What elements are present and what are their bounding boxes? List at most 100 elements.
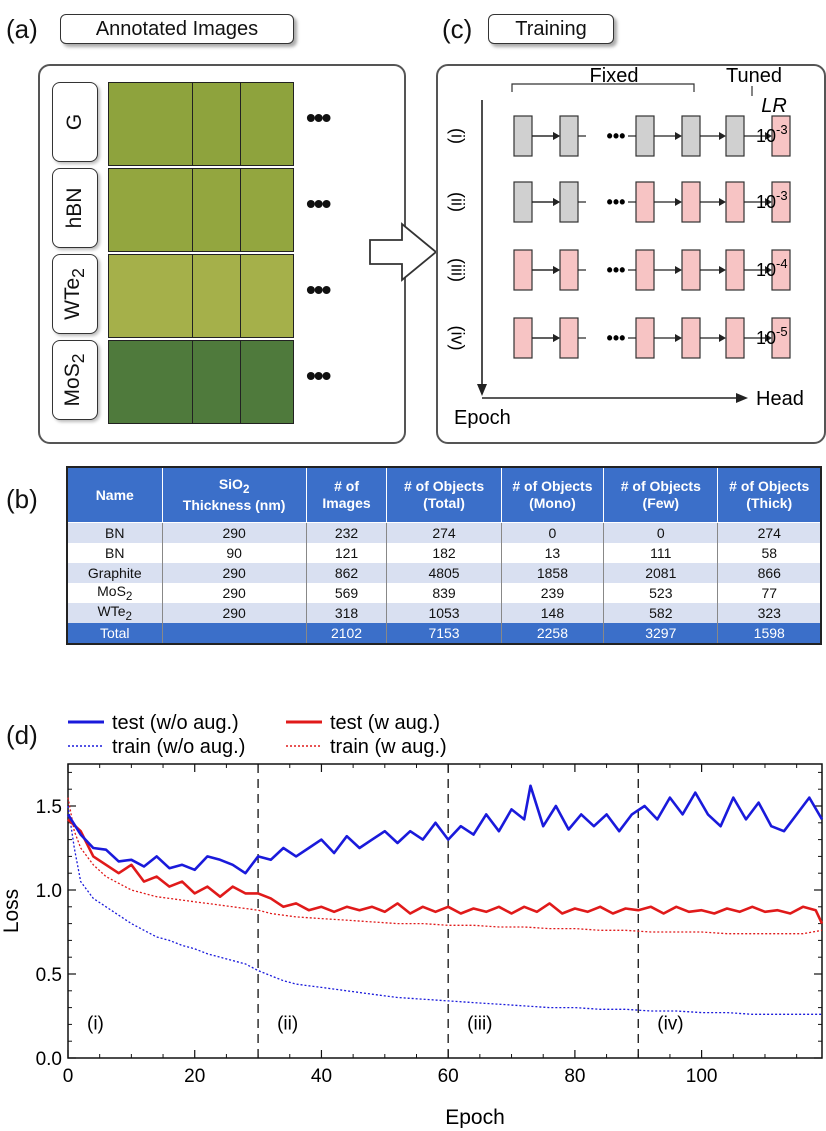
material-tag: hBN	[52, 168, 98, 248]
tuned-layer-block	[681, 249, 701, 291]
head-label: Head	[756, 388, 804, 410]
x-tick-label: 100	[686, 1066, 718, 1087]
micrograph-thumbnail[interactable]	[108, 254, 196, 338]
layer-ellipsis: •••	[607, 328, 626, 348]
tuned-layer-block	[559, 249, 579, 291]
arrowhead	[553, 334, 560, 342]
tuned-layer-block	[513, 249, 533, 291]
arrowhead	[675, 198, 682, 206]
table-row: WTe2 290 318 1053 148 582 323	[66, 603, 821, 623]
table-total-cell: 2258	[500, 623, 604, 644]
table-cell: 111	[603, 543, 718, 563]
right-arrow-icon	[369, 222, 438, 282]
arrowhead	[765, 334, 772, 342]
x-tick-label: 0	[63, 1066, 74, 1087]
fixed-layer-block	[513, 181, 533, 223]
more-images-ellipsis: •••	[306, 188, 331, 219]
material-tag: WTe2	[52, 254, 98, 334]
table-cell: 0	[500, 522, 604, 543]
table-cell: 290	[161, 603, 307, 623]
head-arrowhead	[736, 393, 748, 403]
table-header-cell: # of Objects (Mono)	[500, 466, 605, 523]
tuned-layer-block	[681, 181, 701, 223]
arrowhead	[675, 266, 682, 274]
lr-value: 10-3	[756, 188, 788, 212]
loss-chart: 0 20 40 60 80 100 0.0 0.5 1.0 1.5 (i) (ii) (iii) (iv)…	[0, 763, 824, 1128]
stage-label: (iii)	[467, 1013, 492, 1034]
table-cell: 862	[305, 563, 387, 583]
micrograph-thumbnail[interactable]	[240, 168, 294, 252]
table-cell: 77	[717, 583, 821, 603]
tuned-layer-block	[771, 317, 791, 359]
table-cell: MoS2	[66, 583, 163, 603]
arrowhead	[553, 198, 560, 206]
legend-label: test (w/o aug.)	[112, 712, 239, 734]
table-cell: 182	[386, 543, 502, 563]
chart-legend: test (w/o aug.) test (w aug.) train (w/o a…	[68, 712, 447, 758]
micrograph-thumbnail[interactable]	[240, 254, 294, 338]
table-cell: 2081	[603, 563, 718, 583]
tuned-layer-block	[635, 249, 655, 291]
table-cell: 274	[386, 522, 502, 543]
training-schedule-diagram: Fixed Tuned LR (i) ••• 10-3 (ii) ••• 10-3 (iii) ••…	[447, 65, 804, 429]
stage-label: (i)	[87, 1013, 104, 1034]
table-cell: 13	[500, 543, 604, 563]
material-name: WTe2	[60, 268, 89, 320]
table-row: Graphite 290 862 4805 1858 2081 866	[66, 563, 821, 583]
table-cell: 239	[500, 583, 604, 603]
y-axis-label: Loss	[0, 889, 23, 933]
micrograph-thumbnail[interactable]	[192, 340, 244, 424]
table-header-cell: Name	[66, 466, 163, 523]
x-axis-label: Epoch	[445, 1106, 505, 1128]
micrograph-thumbnail[interactable]	[192, 168, 244, 252]
table-header-cell: # of Objects (Total)	[386, 466, 502, 523]
table-cell: 90	[161, 543, 307, 563]
tuned-layer-block	[513, 317, 533, 359]
table-cell: 121	[305, 543, 387, 563]
layer-ellipsis: •••	[607, 192, 626, 212]
fixed-label: Fixed	[590, 65, 639, 87]
micrograph-thumbnail[interactable]	[240, 82, 294, 166]
table-header-cell: # of Objects (Thick)	[717, 466, 822, 523]
table-cell: WTe2	[66, 603, 163, 623]
table-cell: 839	[386, 583, 502, 603]
micrograph-thumbnail[interactable]	[108, 168, 196, 252]
micrograph-thumbnail[interactable]	[192, 254, 244, 338]
table-cell: Graphite	[66, 563, 163, 583]
arrowhead	[765, 266, 772, 274]
micrograph-thumbnail[interactable]	[108, 340, 196, 424]
table-cell: 4805	[386, 563, 502, 583]
material-name: G	[63, 113, 86, 131]
fixed-layer-block	[725, 115, 745, 157]
table-cell: 866	[717, 563, 821, 583]
y-tick-label: 0.0	[36, 1049, 62, 1070]
stage-label: (ii)	[447, 192, 467, 212]
material-name: MoS2	[60, 353, 89, 407]
fixed-layer-block	[635, 115, 655, 157]
tuned-layer-block	[681, 317, 701, 359]
x-tick-label: 40	[311, 1066, 332, 1087]
micrograph-thumbnail[interactable]	[192, 82, 244, 166]
table-row: BN 90 121 182 13 111 58	[66, 543, 821, 563]
more-images-ellipsis: •••	[306, 360, 331, 391]
arrowhead	[553, 266, 560, 274]
table-cell: 1053	[386, 603, 502, 623]
tuned-layer-block	[635, 317, 655, 359]
x-tick-label: 20	[184, 1066, 205, 1087]
table-cell: 1858	[500, 563, 604, 583]
tuned-label: Tuned	[726, 65, 782, 87]
fixed-bracket	[511, 83, 695, 92]
layer-ellipsis: •••	[607, 126, 626, 146]
lr-value: 10-4	[756, 256, 788, 280]
tuned-layer-block	[635, 181, 655, 223]
table-header-cell: SiO2 Thickness (nm)	[161, 466, 307, 523]
material-name: hBN	[63, 187, 86, 229]
micrograph-thumbnail[interactable]	[240, 340, 294, 424]
y-tick-label: 1.5	[36, 797, 62, 818]
arrowhead	[719, 334, 726, 342]
stage-label: (iv)	[657, 1013, 683, 1034]
micrograph-thumbnail[interactable]	[108, 82, 196, 166]
fixed-layer-block	[559, 181, 579, 223]
series-line	[66, 784, 824, 875]
lr-label: LR	[761, 95, 787, 117]
